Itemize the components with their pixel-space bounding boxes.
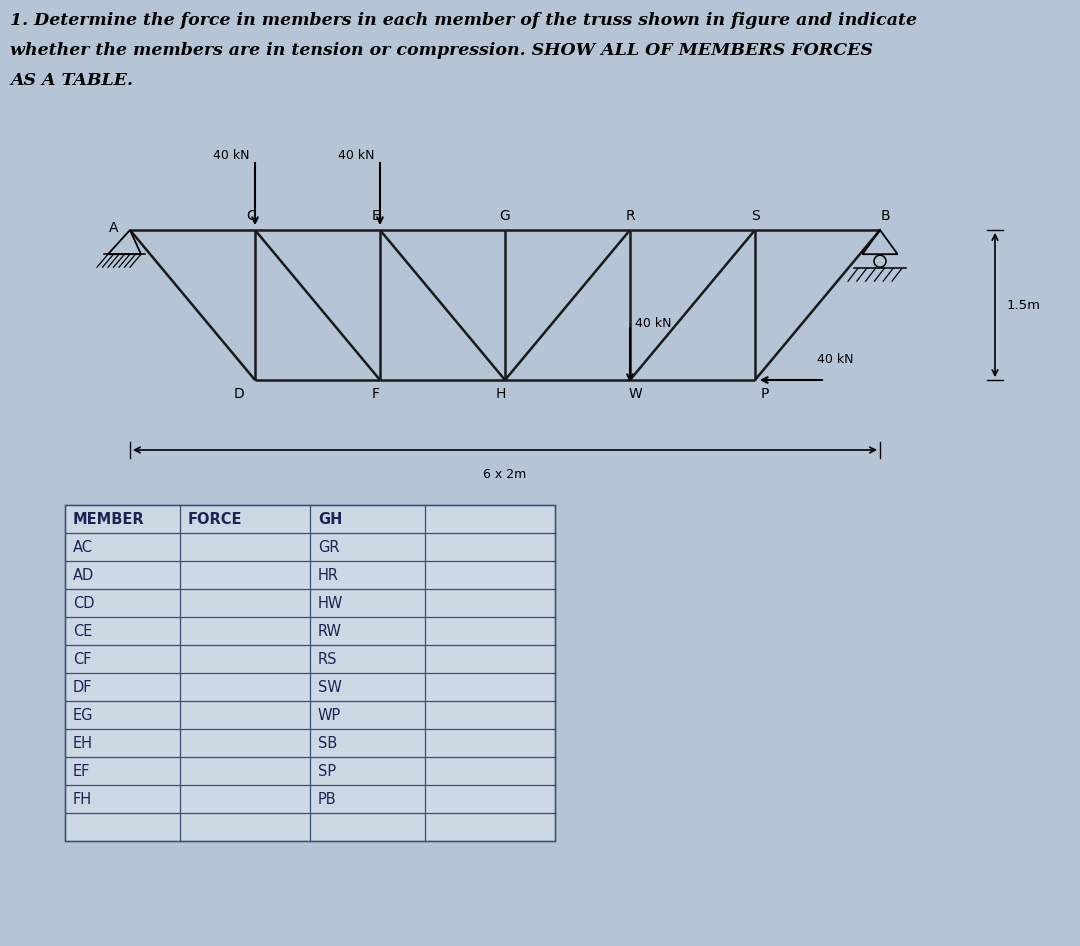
Bar bbox=[65, 505, 555, 841]
Text: 40 kN: 40 kN bbox=[338, 149, 375, 162]
Text: G: G bbox=[500, 209, 511, 223]
Text: EG: EG bbox=[73, 708, 94, 723]
Text: D: D bbox=[233, 387, 244, 401]
Text: 40 kN: 40 kN bbox=[213, 149, 249, 162]
Text: SB: SB bbox=[318, 735, 337, 750]
Text: 40 kN: 40 kN bbox=[816, 353, 853, 366]
Text: R: R bbox=[625, 209, 635, 223]
Text: CF: CF bbox=[73, 652, 92, 667]
Text: P: P bbox=[760, 387, 769, 401]
Text: GR: GR bbox=[318, 539, 339, 554]
Text: SP: SP bbox=[318, 763, 336, 779]
Text: HW: HW bbox=[318, 595, 343, 610]
Text: AD: AD bbox=[73, 568, 94, 583]
Text: AS A TABLE.: AS A TABLE. bbox=[10, 72, 133, 89]
Text: E: E bbox=[372, 209, 380, 223]
Text: MEMBER: MEMBER bbox=[73, 512, 145, 527]
Text: C: C bbox=[246, 209, 256, 223]
Text: 6 x 2m: 6 x 2m bbox=[484, 468, 527, 481]
Text: CD: CD bbox=[73, 595, 95, 610]
Text: whether the members are in tension or compression. SHOW ALL OF MEMBERS FORCES: whether the members are in tension or co… bbox=[10, 42, 873, 59]
Text: CE: CE bbox=[73, 623, 93, 639]
Text: SW: SW bbox=[318, 679, 342, 694]
Text: FH: FH bbox=[73, 792, 92, 807]
Text: RW: RW bbox=[318, 623, 342, 639]
Text: F: F bbox=[372, 387, 380, 401]
Text: 1. Determine the force in members in each member of the truss shown in figure an: 1. Determine the force in members in eac… bbox=[10, 12, 917, 29]
Text: RS: RS bbox=[318, 652, 337, 667]
Text: H: H bbox=[496, 387, 507, 401]
Text: WP: WP bbox=[318, 708, 341, 723]
Text: AC: AC bbox=[73, 539, 93, 554]
Text: DF: DF bbox=[73, 679, 93, 694]
Text: B: B bbox=[880, 209, 890, 223]
Text: GH: GH bbox=[318, 512, 342, 527]
Text: HR: HR bbox=[318, 568, 339, 583]
Text: 40 kN: 40 kN bbox=[635, 317, 672, 330]
Text: A: A bbox=[109, 221, 119, 235]
Text: 1.5m: 1.5m bbox=[1007, 299, 1041, 311]
Text: FORCE: FORCE bbox=[188, 512, 243, 527]
Text: PB: PB bbox=[318, 792, 337, 807]
Text: EH: EH bbox=[73, 735, 93, 750]
Text: S: S bbox=[751, 209, 759, 223]
Text: EF: EF bbox=[73, 763, 91, 779]
Text: W: W bbox=[629, 387, 642, 401]
